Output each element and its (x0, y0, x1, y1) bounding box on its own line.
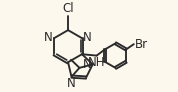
Text: N: N (67, 77, 76, 90)
Text: Br: Br (135, 38, 148, 51)
Text: NH: NH (88, 56, 105, 69)
Text: N: N (44, 31, 53, 44)
Text: N: N (83, 31, 92, 44)
Text: Cl: Cl (62, 2, 74, 15)
Text: N: N (83, 58, 92, 71)
